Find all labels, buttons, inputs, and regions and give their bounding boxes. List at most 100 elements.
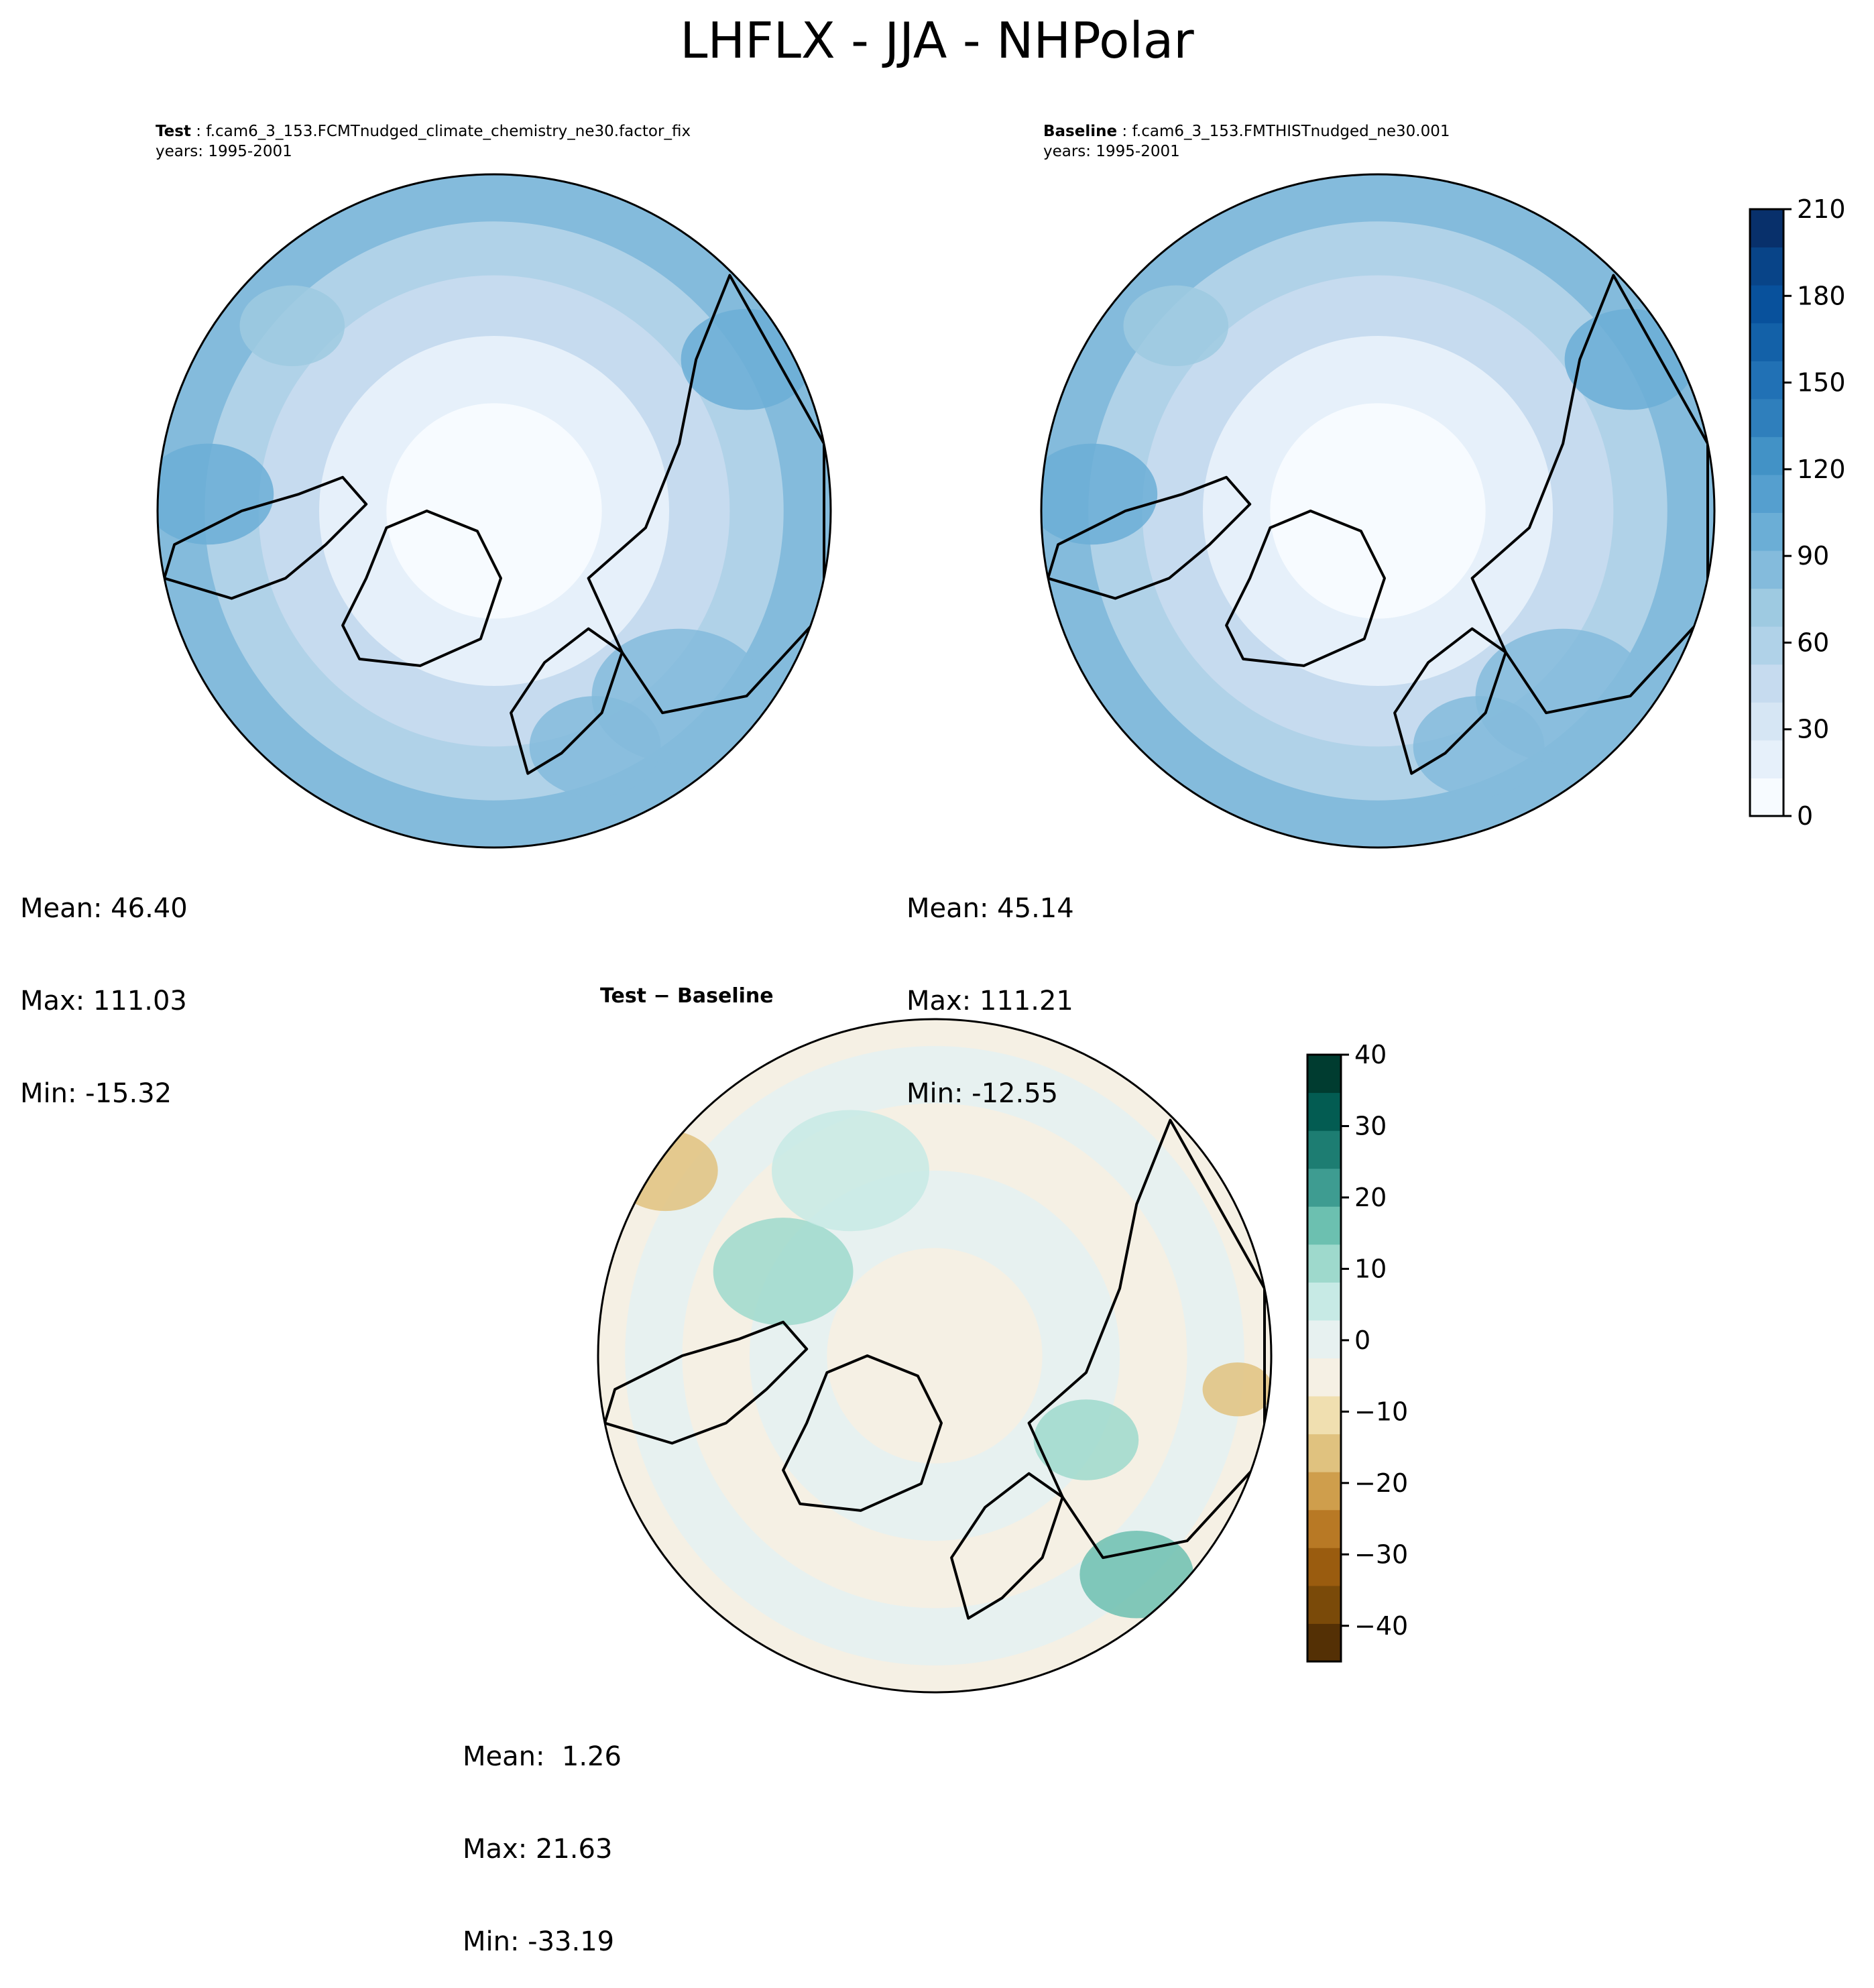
baseline-stats: Mean: 45.14 Max: 111.21 Min: -12.55 [906, 831, 1074, 1140]
blues-colorbar-segment [1750, 323, 1783, 361]
blues-colorbar-segment [1750, 247, 1783, 286]
diff-colorbar-segment [1307, 1130, 1341, 1169]
diff-mean: Mean: 1.26 [463, 1741, 622, 1772]
blues-colorbar-segment [1750, 778, 1783, 817]
diff-colorbar-segment [1307, 1434, 1341, 1472]
blues-colorbar-tick-label: 0 [1797, 801, 1813, 831]
blues-colorbar-tick-label: 150 [1797, 368, 1846, 398]
test-anomaly-4 [529, 696, 661, 797]
diff-colorbar-segment [1307, 1282, 1341, 1321]
diff-coastline-2 [950, 1472, 1064, 1620]
diff-colorbar-tick-label: −30 [1354, 1539, 1408, 1569]
diff-colorbar-segment [1307, 1585, 1341, 1624]
test-stats: Mean: 46.40 Max: 111.03 Min: -15.32 [20, 831, 188, 1140]
diff-anomaly-0 [713, 1218, 854, 1326]
baseline-anomaly-3 [1123, 285, 1229, 367]
baseline-anomaly-0 [1041, 443, 1158, 545]
blues-colorbar-segment [1750, 626, 1783, 665]
blues-colorbar-segment [1750, 740, 1783, 778]
baseline-coastline-0 [1225, 510, 1386, 667]
baseline-max: Max: 111.21 [906, 986, 1073, 1016]
diff-anomaly-4 [1202, 1362, 1271, 1417]
test-label: Test [156, 123, 191, 140]
test-mean: Mean: 46.40 [20, 893, 188, 924]
test-map-panel [156, 173, 832, 849]
figure-title: LHFLX - JJA - NHPolar [680, 12, 1194, 70]
blues-colorbar-tick-label: 180 [1797, 281, 1846, 310]
blues-colorbar-tick-label: 210 [1797, 194, 1846, 224]
diff-coastline-1 [603, 1320, 809, 1445]
blues-colorbar-tick-label: 120 [1797, 455, 1846, 484]
diff-colorbar-tick-label: −20 [1354, 1468, 1408, 1498]
diff-map-panel [597, 1018, 1273, 1694]
blues-colorbar: 0 30 60 90 120 150 180 210 [1749, 194, 1846, 831]
blues-colorbar-frame [1749, 208, 1785, 817]
test-coastline-2 [510, 627, 624, 775]
diff-colorbar-segment [1307, 1472, 1341, 1511]
diff-colorbar-segment [1307, 1320, 1341, 1358]
diff-colorbar-segment [1307, 1092, 1341, 1131]
baseline-label: Baseline [1043, 123, 1118, 140]
baseline-map-boundary [1040, 173, 1716, 849]
baseline-case-header: Baseline : f.cam6_3_153.FMTHISTnudged_ne… [1043, 122, 1450, 141]
diff-max: Max: 21.63 [463, 1834, 613, 1865]
diff-min: Min: -33.19 [463, 1926, 615, 1957]
diff-map-boundary [597, 1018, 1273, 1694]
diff-colorbar-segment [1307, 1509, 1341, 1548]
diff-colorbar-segment [1307, 1055, 1341, 1094]
test-separator: : [196, 123, 207, 140]
test-anomaly-0 [158, 443, 274, 545]
diff-colorbar-segment [1307, 1168, 1341, 1207]
blues-colorbar-segment [1750, 436, 1783, 475]
test-coastline-0 [341, 510, 502, 667]
diff-anomaly-3 [613, 1130, 718, 1212]
baseline-band-4 [1270, 403, 1486, 619]
diff-colorbar-segment [1307, 1396, 1341, 1435]
test-coastline-1 [163, 475, 368, 600]
diff-colorbar-tick-label: 20 [1354, 1183, 1387, 1212]
diff-band-4 [827, 1248, 1043, 1464]
blues-colorbar-segment [1750, 550, 1783, 589]
diff-title: Test − Baseline [600, 984, 774, 1008]
diff-anomaly-1 [1033, 1399, 1139, 1480]
diff-field [598, 1019, 1271, 1692]
diff-colorbar-segment [1307, 1623, 1341, 1662]
baseline-years: years: 1995-2001 [1043, 143, 1180, 160]
blues-colorbar-segment [1750, 512, 1783, 551]
blues-colorbar-tick-label: 90 [1797, 541, 1829, 571]
blues-colorbar-segment [1750, 588, 1783, 627]
test-case-name: f.cam6_3_153.FCMTnudged_climate_chemistr… [206, 123, 691, 140]
blues-colorbar-segment [1750, 209, 1783, 248]
blues-colorbar-tick-label: 60 [1797, 628, 1829, 657]
blues-colorbar-segment [1750, 702, 1783, 741]
baseline-field [1041, 174, 1714, 847]
diff-colorbar-tick-label: 40 [1354, 1040, 1387, 1069]
diff-anomaly-2 [1079, 1531, 1194, 1619]
baseline-anomaly-4 [1413, 696, 1545, 797]
baseline-case-name: f.cam6_3_153.FMTHISTnudged_ne30.001 [1132, 123, 1450, 140]
blues-colorbar-segment [1750, 664, 1783, 703]
diff-stats: Mean: 1.26 Max: 21.63 Min: -33.19 [463, 1680, 622, 1988]
test-anomaly-3 [239, 285, 345, 367]
test-years: years: 1995-2001 [156, 143, 292, 160]
figure-canvas: 0 30 60 90 120 150 180 210 40 30 20 10 0 −10 −20 −30 −4… [156, 173, 1846, 1694]
diff-colorbar-tick-label: 30 [1354, 1111, 1387, 1141]
blues-colorbar-segment [1750, 285, 1783, 324]
test-anomaly-1 [681, 308, 813, 410]
blues-colorbar-segment [1750, 361, 1783, 400]
diff-colorbar-segment [1307, 1547, 1341, 1586]
test-map-boundary [156, 173, 832, 849]
diff-colorbar-tick-label: 0 [1354, 1326, 1370, 1355]
diff-colorbar-tick-label: −40 [1354, 1611, 1408, 1641]
diff-colorbar-tick-label: 10 [1354, 1254, 1387, 1283]
baseline-map-panel [1040, 173, 1716, 849]
diff-anomaly-5 [772, 1110, 929, 1232]
baseline-coastline-1 [1047, 475, 1252, 600]
baseline-mean: Mean: 45.14 [906, 893, 1074, 924]
diff-colorbar-segment [1307, 1206, 1341, 1245]
diff-colorbar-segment [1307, 1358, 1341, 1397]
baseline-coastline-2 [1393, 627, 1507, 775]
test-min: Min: -15.32 [20, 1078, 172, 1109]
test-case-header: Test : f.cam6_3_153.FCMTnudged_climate_c… [156, 122, 691, 141]
diff-colorbar-segment [1307, 1244, 1341, 1283]
